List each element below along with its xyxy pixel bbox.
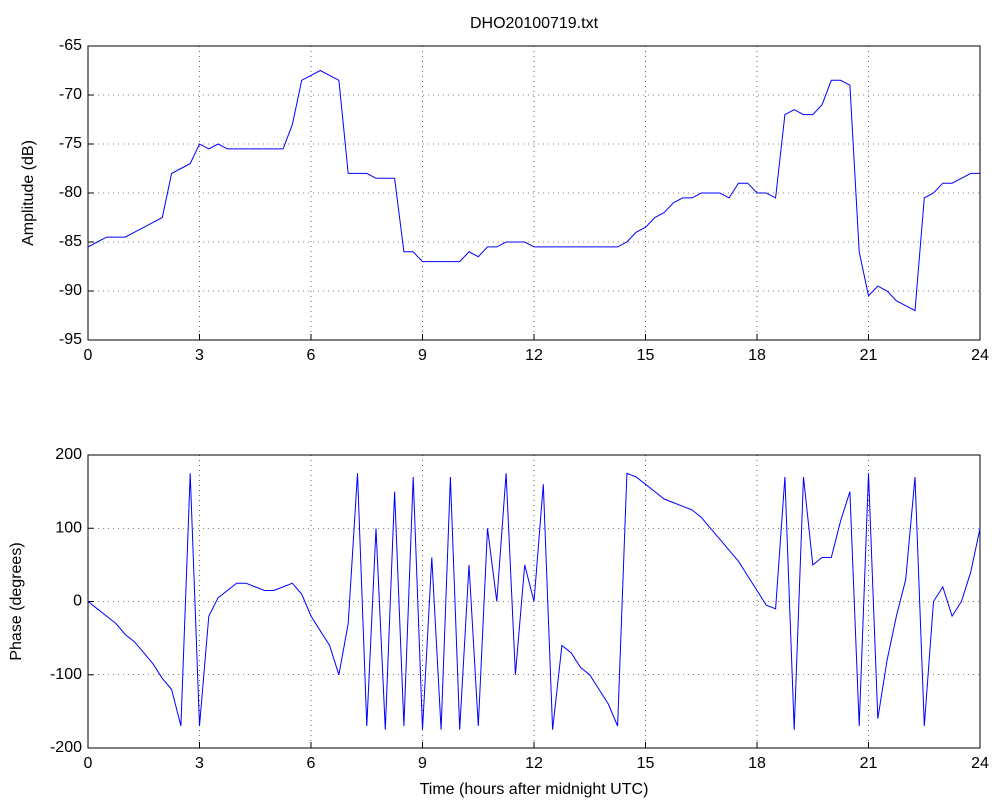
x-tick-label: 12 [525,755,543,772]
x-tick-label: 9 [418,755,427,772]
y-tick-label: -80 [59,184,82,201]
x-tick-label: 24 [971,755,989,772]
y-axis-label: Phase (degrees) [8,542,25,660]
y-tick-label: -65 [59,37,82,54]
y-axis-label: Amplitude (dB) [20,140,37,246]
x-axis-label: Time (hours after midnight UTC) [420,781,649,798]
x-tick-label: 6 [307,347,316,364]
x-tick-label: 6 [307,755,316,772]
y-tick-label: -100 [50,666,82,683]
x-tick-label: 24 [971,347,989,364]
x-tick-label: 0 [84,755,93,772]
x-tick-label: 18 [748,755,766,772]
x-tick-label: 12 [525,347,543,364]
x-tick-label: 3 [195,347,204,364]
x-tick-label: 21 [860,347,878,364]
y-tick-label: -200 [50,739,82,756]
x-tick-label: 15 [637,755,655,772]
x-tick-label: 21 [860,755,878,772]
y-tick-label: -90 [59,282,82,299]
x-tick-label: 18 [748,347,766,364]
y-tick-label: 100 [55,519,82,536]
y-tick-label: -75 [59,135,82,152]
y-tick-label: -95 [59,331,82,348]
chart-title: DHO20100719.txt [470,15,599,32]
y-tick-label: -70 [59,86,82,103]
y-tick-label: -85 [59,233,82,250]
y-tick-label: 200 [55,446,82,463]
y-tick-label: 0 [73,593,82,610]
data-line [87,472,981,730]
x-tick-label: 15 [637,347,655,364]
x-tick-label: 3 [195,755,204,772]
plot-frame [87,45,981,341]
x-tick-label: 0 [84,347,93,364]
data-line [87,69,980,312]
x-tick-label: 9 [418,347,427,364]
